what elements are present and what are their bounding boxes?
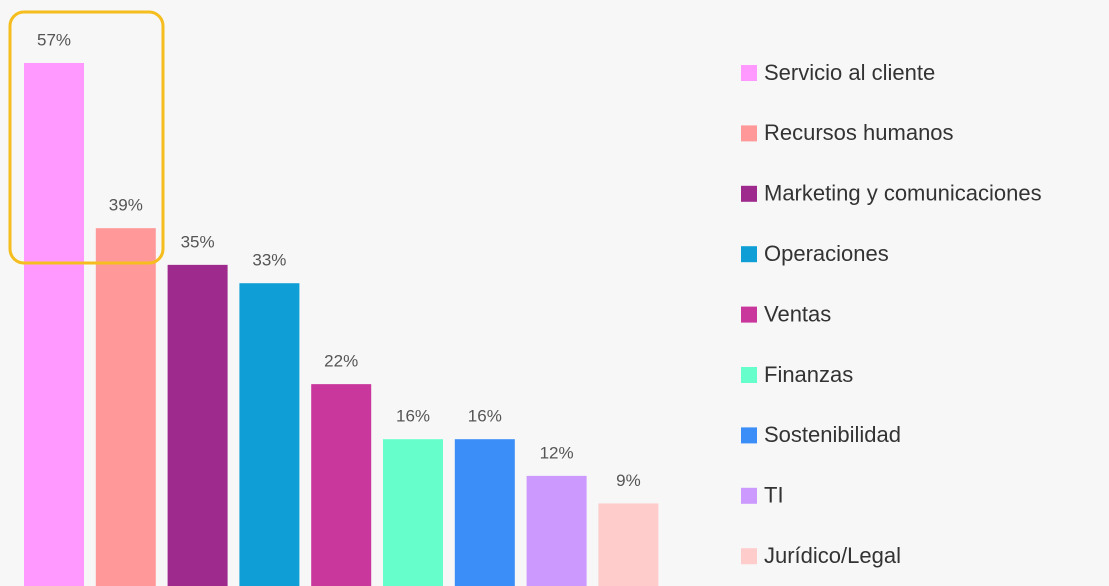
legend-label: Jurídico/Legal bbox=[764, 543, 901, 568]
bar bbox=[526, 475, 587, 586]
legend-label: TI bbox=[764, 483, 784, 508]
bar bbox=[95, 228, 156, 586]
legend-swatch bbox=[741, 185, 757, 202]
legend-swatch bbox=[741, 487, 757, 504]
bar bbox=[383, 439, 443, 586]
value-label: 12% bbox=[540, 443, 574, 462]
legend-swatch bbox=[741, 367, 757, 383]
bar bbox=[239, 283, 300, 586]
legend-label: Ventas bbox=[764, 301, 831, 326]
bar bbox=[167, 264, 228, 586]
value-label: 33% bbox=[252, 251, 286, 270]
legend-label: Servicio al cliente bbox=[764, 60, 935, 85]
legend-label: Operaciones bbox=[764, 241, 889, 266]
legend-label: Sostenibilidad bbox=[764, 422, 901, 447]
highlight-box bbox=[8, 10, 165, 265]
value-label: 9% bbox=[616, 471, 641, 490]
value-label: 16% bbox=[468, 407, 502, 426]
bar bbox=[24, 63, 84, 586]
legend-swatch bbox=[741, 246, 757, 263]
legend-label: Recursos humanos bbox=[764, 120, 954, 145]
value-label: 16% bbox=[396, 407, 430, 426]
value-label: 57% bbox=[37, 30, 71, 49]
legend-swatch bbox=[741, 548, 757, 565]
legend-swatch bbox=[741, 125, 757, 142]
legend-swatch bbox=[741, 427, 757, 444]
legend-label: Finanzas bbox=[764, 362, 853, 387]
legend-swatch bbox=[741, 65, 757, 81]
value-label: 22% bbox=[324, 352, 358, 371]
bar bbox=[598, 503, 659, 586]
legend-swatch bbox=[741, 306, 757, 323]
legend-label: Marketing y comunicaciones bbox=[764, 181, 1042, 206]
value-label: 39% bbox=[109, 196, 143, 215]
bar bbox=[454, 439, 515, 586]
value-label: 35% bbox=[181, 232, 215, 251]
bar bbox=[311, 384, 372, 586]
